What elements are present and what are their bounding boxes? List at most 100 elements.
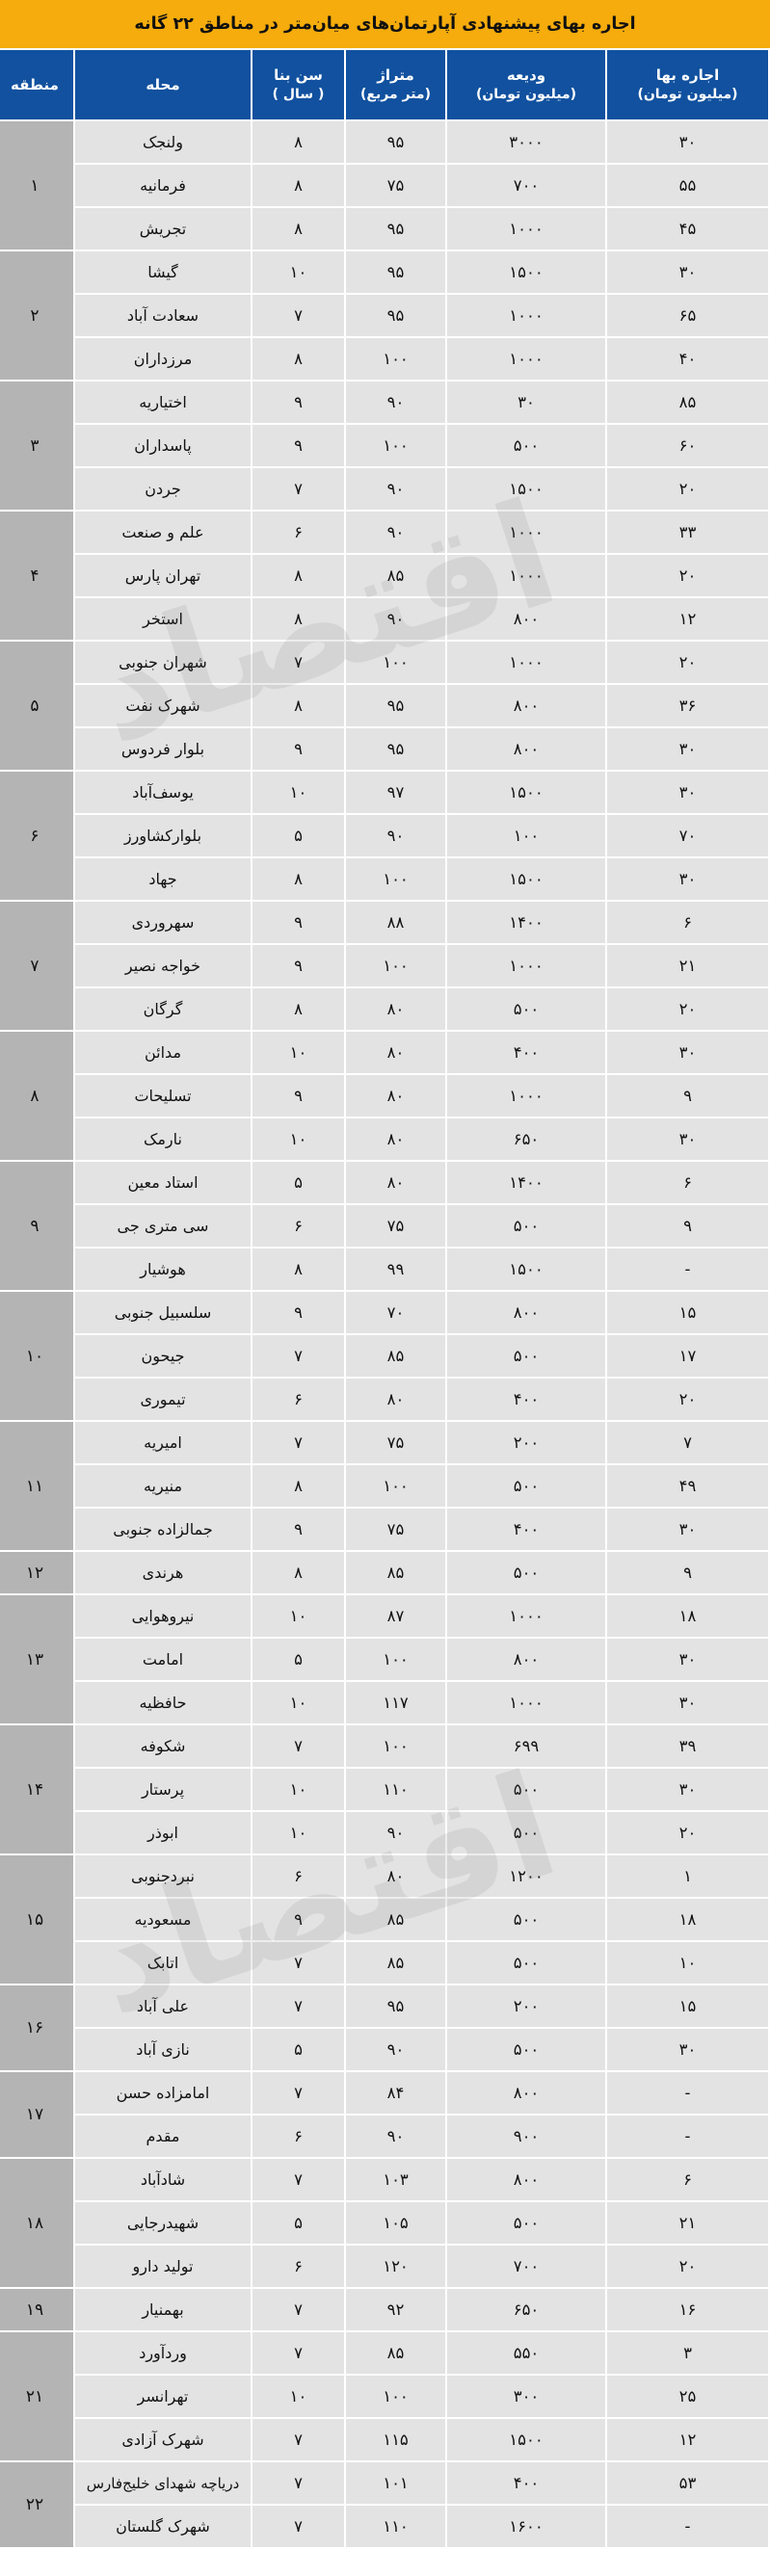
cell-dep: ۲۰۰ (447, 1422, 605, 1463)
cell-age: ۷ (252, 2159, 344, 2200)
cell-hood: دریاچه شهدای خلیج‌فارس (75, 2462, 251, 2504)
cell-hood: پرستار (75, 1769, 251, 1810)
cell-region: ۵ (0, 642, 73, 770)
cell-hood: گیشا (75, 251, 251, 293)
table-row: -۸۰۰ ۸۴ ۷ امامزاده حسن ۱۷ (0, 2072, 768, 2157)
cell-dep: ۷۰۰ (447, 165, 605, 206)
cell-rent: ۴۹ (607, 1465, 768, 1507)
cell-age: ۱۰ (252, 1595, 344, 1637)
cell-area: ۱۰۰ (346, 425, 445, 466)
cell-age: ۶ (252, 1205, 344, 1247)
cell-age: ۸ (252, 685, 344, 726)
cell-region: ۱۵ (0, 1855, 73, 1984)
table-row: ۲۰ ۴۰۰ ۸۰ ۶ تیموری (0, 1379, 768, 1420)
cell-hood: هوشیار (75, 1249, 251, 1290)
cell-dep: ۱۰۰۰ (447, 1682, 605, 1723)
table-row: ۷ ۲۰۰ ۷۵ ۷ امیریه ۱۱ (0, 1422, 768, 1550)
column-header-area-label: متراژ (377, 66, 414, 85)
table-row: ۸۵ ۳۰ ۹۰ ۹ اختیاریه ۳ (0, 381, 768, 510)
cell-area: ۸۵ (346, 2332, 445, 2374)
cell-region: ۱۶ (0, 1985, 73, 2070)
cell-age: ۷ (252, 2289, 344, 2330)
cell-hood: علم و صنعت (75, 512, 251, 553)
cell-region: ۱۰ (0, 1292, 73, 1420)
cell-hood: جیحون (75, 1335, 251, 1377)
cell-rent: - (607, 1249, 768, 1290)
cell-dep: ۵۰۰ (447, 1769, 605, 1810)
cell-rent: ۳۰ (607, 1032, 768, 1073)
cell-area: ۹۰ (346, 381, 445, 423)
cell-dep: ۶۵۰ (447, 1118, 605, 1160)
cell-region: ۱۱ (0, 1422, 73, 1550)
cell-rent: ۱۰ (607, 1942, 768, 1984)
cell-rent: ۶۵ (607, 295, 768, 336)
cell-age: ۸ (252, 121, 344, 163)
table-row: ۳۰ ۳۰۰۰ ۹۵ ۸ ولنجک ۱ (0, 121, 768, 250)
cell-region: ۱۸ (0, 2159, 73, 2287)
table-row: ۴۵ ۱۰۰۰ ۹۵ ۸ تجریش (0, 208, 768, 250)
cell-area: ۹۵ (346, 251, 445, 293)
cell-area: ۱۰۵ (346, 2202, 445, 2244)
table-row: ۲۰ ۱۰۰۰ ۸۵ ۸ تهران پارس (0, 555, 768, 596)
cell-hood: مرزداران (75, 338, 251, 380)
table-row: ۳۰ ۱۰۰۰ ۱۱۷ ۱۰ حافظیه (0, 1682, 768, 1723)
cell-age: ۷ (252, 295, 344, 336)
cell-dep: ۱۰۰۰ (447, 1595, 605, 1637)
cell-area: ۷۰ (346, 1292, 445, 1333)
cell-rent: ۱۷ (607, 1335, 768, 1377)
cell-dep: ۵۰۰ (447, 1812, 605, 1853)
cell-rent: ۳ (607, 2332, 768, 2374)
cell-region: ۲۱ (0, 2332, 73, 2460)
cell-hood: نبردجنوبی (75, 1855, 251, 1897)
cell-rent: ۲۵ (607, 2376, 768, 2417)
table-row: -۹۰۰ ۹۰ ۶ مقدم (0, 2116, 768, 2157)
column-header-age-label: سن بنا (274, 66, 323, 85)
cell-rent: ۲۰ (607, 468, 768, 510)
cell-hood: تجریش (75, 208, 251, 250)
cell-age: ۷ (252, 2332, 344, 2374)
cell-dep: ۸۰۰ (447, 1639, 605, 1680)
cell-hood: تیموری (75, 1379, 251, 1420)
cell-rent: ۲۰ (607, 642, 768, 683)
cell-area: ۱۱۷ (346, 1682, 445, 1723)
cell-region: ۱۹ (0, 2289, 73, 2330)
cell-rent: ۱۲ (607, 2419, 768, 2460)
cell-dep: ۱۵۰۰ (447, 2419, 605, 2460)
cell-rent: ۱۸ (607, 1899, 768, 1940)
page-title: اجاره بهای پیشنهادی آپارتمان‌های میان‌مت… (134, 14, 636, 34)
cell-hood: تهران پارس (75, 555, 251, 596)
cell-area: ۱۰۰ (346, 858, 445, 900)
table-row: ۱۰ ۵۰۰ ۸۵ ۷ اتابک (0, 1942, 768, 1984)
cell-age: ۷ (252, 1985, 344, 2027)
cell-area: ۹۲ (346, 2289, 445, 2330)
cell-age: ۶ (252, 2246, 344, 2287)
cell-area: ۸۰ (346, 1855, 445, 1897)
table-row: ۳۰ ۵۰۰ ۹۰ ۵ نازی آباد (0, 2029, 768, 2070)
cell-rent: ۲۰ (607, 1812, 768, 1853)
cell-rent: ۱۲ (607, 598, 768, 640)
cell-age: ۸ (252, 208, 344, 250)
cell-area: ۹۷ (346, 772, 445, 813)
cell-age: ۵ (252, 2029, 344, 2070)
table-row: ۳۰ ۱۵۰۰ ۱۰۰ ۸ جهاد (0, 858, 768, 900)
cell-hood: حافظیه (75, 1682, 251, 1723)
cell-dep: ۴۰۰ (447, 1379, 605, 1420)
cell-age: ۷ (252, 2072, 344, 2114)
cell-age: ۷ (252, 1422, 344, 1463)
cell-dep: ۱۶۰۰ (447, 2506, 605, 2547)
cell-area: ۱۲۰ (346, 2246, 445, 2287)
cell-age: ۱۰ (252, 1769, 344, 1810)
cell-hood: ابوذر (75, 1812, 251, 1853)
cell-rent: ۹ (607, 1075, 768, 1117)
cell-age: ۸ (252, 165, 344, 206)
cell-age: ۱۰ (252, 1032, 344, 1073)
table-row: ۶۰ ۵۰۰ ۱۰۰ ۹ پاسداران (0, 425, 768, 466)
cell-rent: - (607, 2072, 768, 2114)
cell-dep: ۹۰۰ (447, 2116, 605, 2157)
table-row: ۲۰ ۵۰۰ ۸۰ ۸ گرگان (0, 988, 768, 1030)
cell-age: ۱۰ (252, 1812, 344, 1853)
cell-area: ۹۹ (346, 1249, 445, 1290)
cell-area: ۹۵ (346, 728, 445, 770)
cell-dep: ۱۰۰۰ (447, 295, 605, 336)
